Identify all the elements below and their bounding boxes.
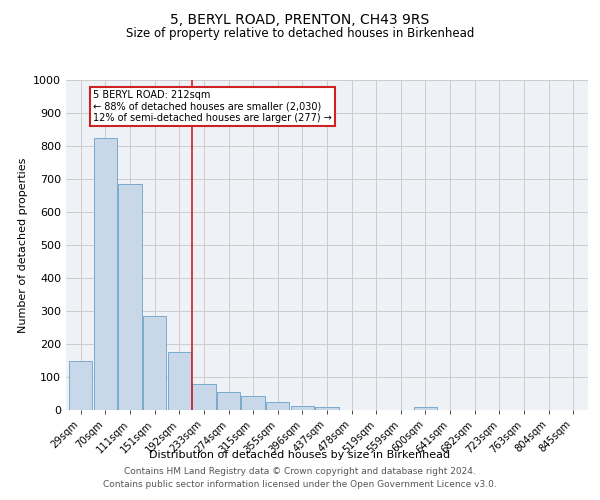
Bar (94, 138, 117, 410)
Bar (290, 406, 314, 410)
Text: Distribution of detached houses by size in Birkenhead: Distribution of detached houses by size … (149, 450, 451, 460)
Bar (192, 384, 215, 410)
Bar (143, 316, 166, 410)
Text: 5 BERYL ROAD: 212sqm
← 88% of detached houses are smaller (2,030)
12% of semi-de: 5 BERYL ROAD: 212sqm ← 88% of detached h… (93, 90, 332, 123)
Bar (118, 184, 142, 410)
Y-axis label: Number of detached properties: Number of detached properties (17, 158, 28, 332)
Bar (414, 406, 437, 410)
Text: Size of property relative to detached houses in Birkenhead: Size of property relative to detached ho… (126, 28, 474, 40)
Bar (266, 402, 289, 410)
Bar (316, 406, 338, 410)
Bar (217, 392, 240, 410)
Bar (167, 352, 191, 410)
Bar (69, 360, 92, 410)
Text: 5, BERYL ROAD, PRENTON, CH43 9RS: 5, BERYL ROAD, PRENTON, CH43 9RS (170, 12, 430, 26)
Bar (241, 396, 265, 410)
Text: Contains public sector information licensed under the Open Government Licence v3: Contains public sector information licen… (103, 480, 497, 489)
Text: Contains HM Land Registry data © Crown copyright and database right 2024.: Contains HM Land Registry data © Crown c… (124, 467, 476, 476)
